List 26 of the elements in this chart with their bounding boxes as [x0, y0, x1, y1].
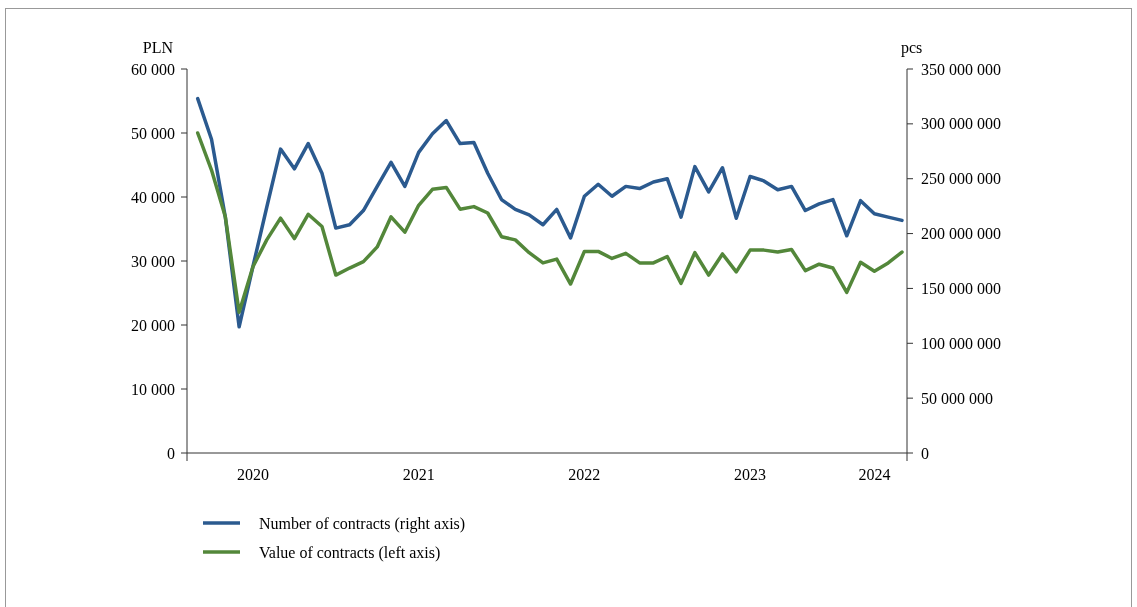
x-tick-label: 2023 — [734, 466, 767, 483]
line-series — [195, 131, 904, 314]
y2-tick-label: 200 000 000 — [921, 225, 1001, 243]
y-tick-label: 60 000 — [131, 60, 175, 78]
y-tick-label: 40 000 — [131, 188, 175, 206]
x-tick-label: 2020 — [236, 466, 269, 483]
y-axis-title: PLN — [142, 39, 174, 56]
y2-tick-label: 50 000 000 — [921, 389, 993, 407]
y-tick-label: 30 000 — [131, 252, 175, 270]
y-tick-label: 50 000 — [131, 124, 175, 142]
y-tick-label: 20 000 — [131, 316, 175, 334]
x-tick-label: 2022 — [568, 466, 601, 483]
y2-tick-label: 100 000 000 — [921, 334, 1001, 352]
legend-label: Number of contracts (right axis) — [259, 514, 466, 533]
x-tick-label: 2024 — [858, 466, 891, 483]
y2-tick-label: 0 — [921, 444, 929, 462]
y2-axis-title: pcs — [901, 39, 923, 57]
y2-tick-label: 350 000 000 — [921, 60, 1001, 78]
y2-tick-label: 300 000 000 — [921, 115, 1001, 133]
y-tick-label: 0 — [167, 444, 175, 462]
y-tick-label: 10 000 — [131, 380, 175, 398]
legend-label: Value of contracts (left axis) — [259, 543, 441, 562]
line-series — [195, 96, 904, 329]
y2-tick-label: 250 000 000 — [921, 170, 1001, 188]
y2-tick-label: 150 000 000 — [921, 280, 1001, 298]
x-tick-label: 2021 — [402, 466, 435, 483]
